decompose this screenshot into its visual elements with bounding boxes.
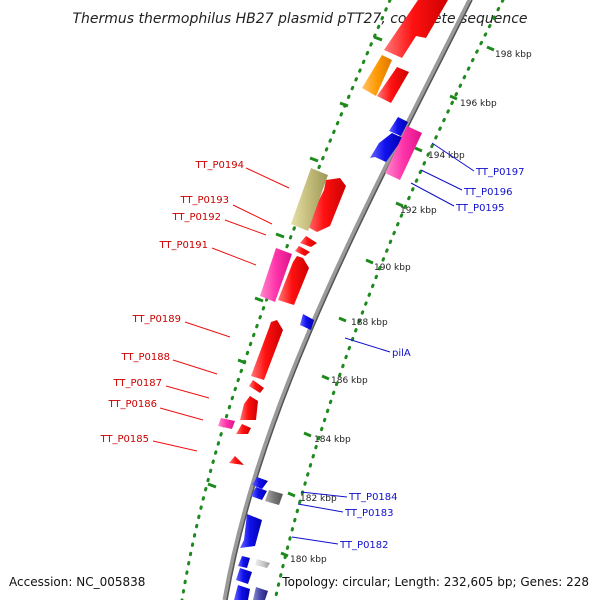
gene-feature[interactable] — [260, 248, 292, 302]
gene-feature[interactable] — [377, 67, 409, 103]
gene-feature[interactable] — [362, 55, 392, 96]
tick-label-184: 184 kbp — [314, 435, 351, 445]
gene-feature[interactable] — [240, 514, 262, 548]
tick-label-198: 198 kbp — [495, 50, 532, 60]
gene-label-tt-p0194[interactable]: TT_P0194 — [194, 160, 244, 171]
tick-label-186: 186 kbp — [331, 376, 368, 386]
gene-label-tt-p0186[interactable]: TT_P0186 — [107, 399, 157, 410]
right-leader-lines — [291, 142, 475, 545]
gene-feature[interactable] — [389, 117, 408, 136]
inner-dotted-track — [273, 0, 505, 600]
gene-label-tt-p0185[interactable]: TT_P0185 — [99, 434, 149, 445]
tick-label-190: 190 kbp — [374, 263, 411, 273]
gene-feature[interactable] — [300, 236, 317, 247]
tick-marks — [207, 35, 495, 558]
gene-feature[interactable] — [385, 126, 422, 180]
inner-strand-genes — [234, 117, 422, 600]
gene-feature[interactable] — [218, 418, 235, 429]
tick-label-180: 180 kbp — [290, 555, 327, 565]
gene-feature[interactable] — [236, 568, 252, 584]
gene-feature[interactable] — [234, 585, 250, 600]
gene-feature[interactable] — [295, 246, 310, 256]
gene-feature[interactable] — [370, 133, 403, 162]
gene-feature[interactable] — [240, 396, 258, 420]
gene-feature[interactable] — [291, 168, 328, 231]
gene-feature[interactable] — [251, 320, 283, 380]
tick-label-194: 194 kbp — [428, 151, 465, 161]
gene-label-pila[interactable]: pilA — [392, 348, 411, 359]
left-leader-lines — [152, 167, 290, 452]
gene-feature[interactable] — [253, 587, 268, 600]
topology-text: Topology: circular; Length: 232,605 bp; … — [281, 575, 589, 589]
gene-feature[interactable] — [278, 256, 309, 305]
tick-label-182: 182 kbp — [300, 494, 337, 504]
gene-feature[interactable] — [238, 556, 250, 568]
gene-label-tt-p0188[interactable]: TT_P0188 — [120, 352, 170, 363]
gene-feature[interactable] — [255, 559, 270, 568]
gene-label-tt-p0193[interactable]: TT_P0193 — [179, 195, 229, 206]
gene-feature[interactable] — [249, 380, 264, 393]
gene-feature[interactable] — [236, 424, 251, 434]
outer-dotted-track — [180, 0, 392, 600]
gene-feature[interactable] — [384, 0, 448, 58]
tick-label-188: 188 kbp — [351, 318, 388, 328]
gene-label-tt-p0187[interactable]: TT_P0187 — [112, 378, 162, 389]
gene-label-tt-p0192[interactable]: TT_P0192 — [171, 212, 221, 223]
gene-label-tt-p0184[interactable]: TT_P0184 — [348, 492, 398, 503]
accession-text: Accession: NC_005838 — [9, 575, 145, 589]
gene-label-tt-p0183[interactable]: TT_P0183 — [344, 508, 394, 519]
gene-feature[interactable] — [265, 490, 283, 505]
gene-label-tt-p0182[interactable]: TT_P0182 — [339, 540, 389, 551]
tick-label-196: 196 kbp — [460, 99, 497, 109]
outer-strand-genes — [218, 0, 448, 465]
gene-feature[interactable] — [252, 477, 268, 489]
tick-label-192: 192 kbp — [400, 206, 437, 216]
gene-feature[interactable] — [229, 456, 244, 465]
gene-label-tt-p0196[interactable]: TT_P0196 — [463, 187, 513, 198]
plasmid-backbone — [222, 0, 473, 600]
gene-feature[interactable] — [251, 487, 267, 500]
plasmid-backbone-shade — [226, 0, 473, 600]
gene-label-tt-p0189[interactable]: TT_P0189 — [131, 314, 181, 325]
gene-label-tt-p0195[interactable]: TT_P0195 — [455, 203, 505, 214]
gene-feature[interactable] — [306, 178, 346, 232]
gene-label-tt-p0191[interactable]: TT_P0191 — [158, 240, 208, 251]
gene-label-tt-p0197[interactable]: TT_P0197 — [475, 167, 525, 178]
gene-feature[interactable] — [300, 314, 314, 330]
